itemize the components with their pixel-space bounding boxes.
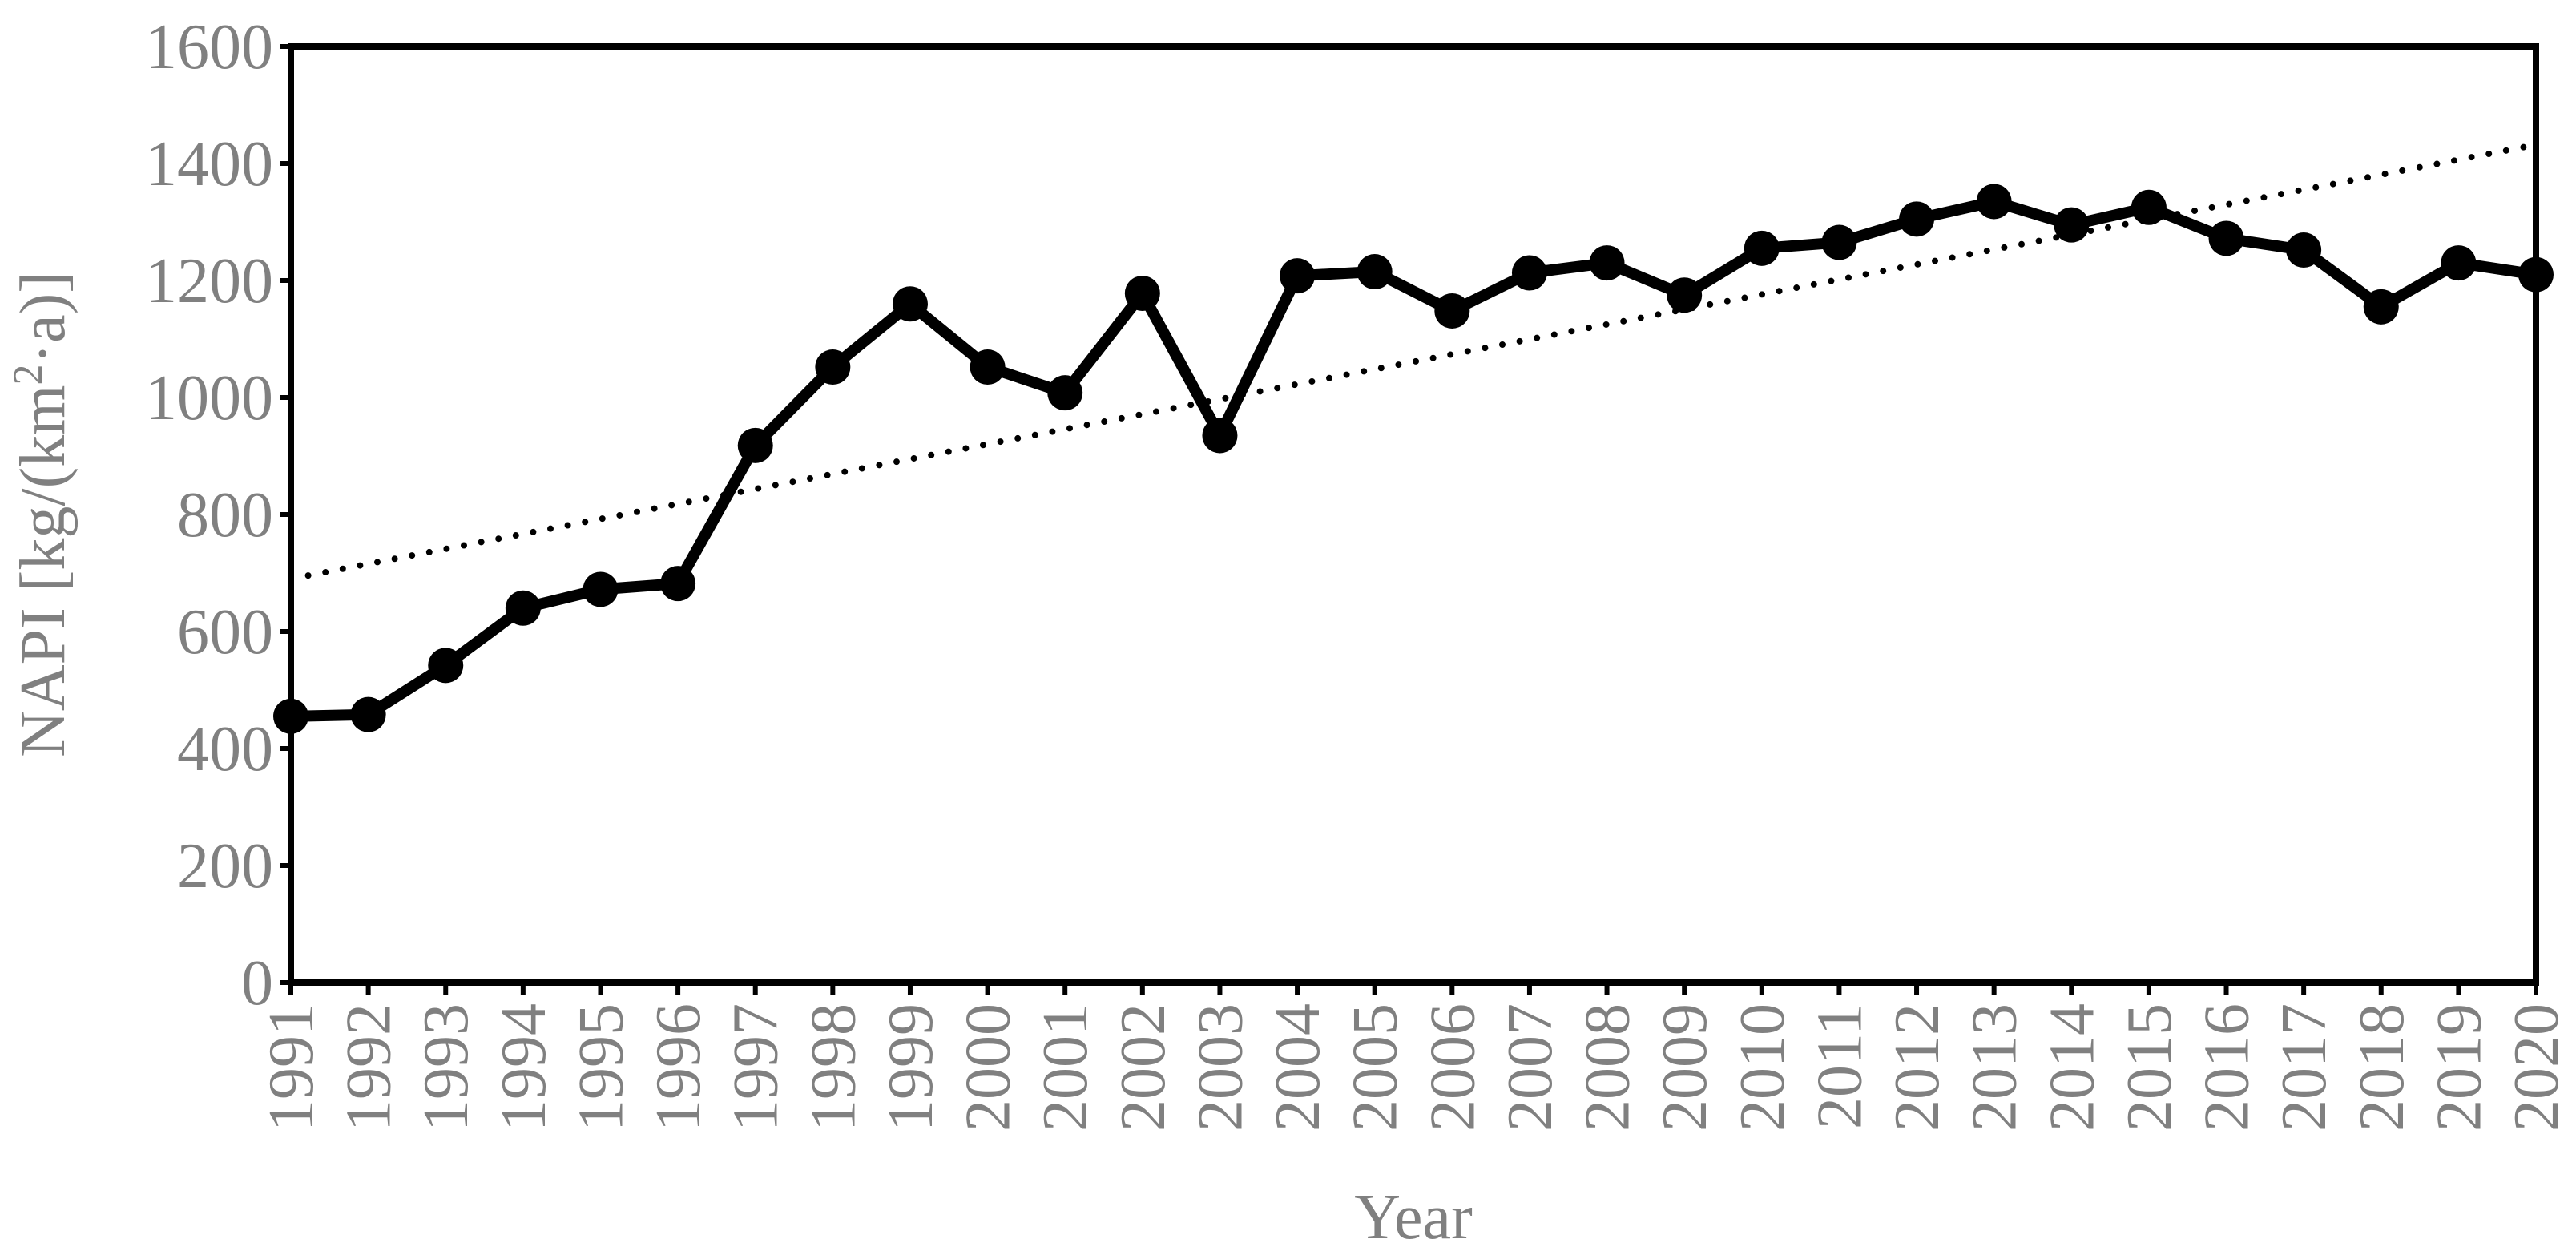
y-tick-label: 0 — [241, 948, 273, 1019]
x-tick-label: 2005 — [1340, 1003, 1411, 1132]
data-point-2011 — [1821, 224, 1857, 260]
x-tick-label: 2019 — [2424, 1003, 2494, 1132]
data-point-2014 — [2054, 207, 2090, 243]
data-point-2017 — [2286, 232, 2322, 268]
x-tick-label: 2016 — [2192, 1003, 2263, 1132]
x-tick-label: 2003 — [1185, 1003, 1256, 1132]
x-tick-label: 2015 — [2114, 1003, 2185, 1132]
x-tick-label: 2002 — [1108, 1003, 1179, 1132]
series-line-0 — [285, 196, 2542, 722]
data-point-2006 — [1434, 293, 1470, 329]
x-tick-label: 1999 — [876, 1003, 946, 1132]
x-tick-label: 1992 — [334, 1003, 405, 1132]
data-point-2002 — [1124, 276, 1160, 312]
y-tick-label: 1400 — [145, 129, 273, 200]
y-tick-label: 600 — [177, 597, 273, 668]
data-point-2016 — [2208, 220, 2244, 256]
data-point-1998 — [815, 349, 851, 385]
data-point-2009 — [1667, 277, 1703, 313]
x-tick-label: 1995 — [566, 1003, 636, 1132]
x-tick-label: 2011 — [1804, 1003, 1875, 1129]
y-axis-title-base: NAPI [kg/(km — [8, 385, 79, 757]
x-tick-label: 2004 — [1263, 1003, 1333, 1132]
data-point-2001 — [1047, 375, 1083, 411]
y-axis-title: NAPI [kg/(km2·a)] — [6, 272, 79, 757]
x-tick-label: 2013 — [1960, 1003, 2030, 1132]
data-point-2008 — [1589, 245, 1625, 281]
x-tick-label: 1991 — [256, 1003, 327, 1132]
x-tick-label: 1994 — [489, 1003, 559, 1132]
x-tick-label: 2008 — [1573, 1003, 1643, 1132]
data-point-2013 — [1976, 184, 2012, 220]
y-tick-label: 800 — [177, 480, 273, 551]
data-point-2012 — [1899, 201, 1935, 237]
x-tick-label: 1996 — [643, 1003, 714, 1132]
data-point-2015 — [2131, 189, 2167, 225]
x-tick-label: 2017 — [2269, 1003, 2340, 1132]
data-point-2005 — [1357, 254, 1393, 290]
data-point-1994 — [505, 590, 541, 626]
y-tick-label: 1000 — [145, 363, 273, 434]
trendline — [288, 141, 2539, 583]
y-tick-label: 1600 — [145, 12, 273, 83]
data-point-1999 — [892, 286, 928, 322]
y-axis-title-tail: ·a)] — [8, 272, 79, 364]
trendline-layer — [288, 141, 2539, 583]
x-tick-label: 2010 — [1727, 1003, 1798, 1132]
data-point-2010 — [1744, 230, 1780, 266]
x-tick-label: 2014 — [2037, 1003, 2107, 1132]
x-tick-label: 2020 — [2501, 1003, 2572, 1132]
data-point-1995 — [583, 571, 619, 607]
y-tick-label: 200 — [177, 831, 273, 902]
data-point-1996 — [660, 566, 696, 602]
x-tick-label: 2018 — [2347, 1003, 2417, 1132]
plot-frame — [288, 43, 2539, 986]
y-axis-title-superscript: 2 — [6, 365, 51, 385]
x-tick-label: 1993 — [411, 1003, 482, 1132]
x-axis-title: Year — [1354, 1182, 1472, 1253]
x-tick-label: 2009 — [1650, 1003, 1720, 1132]
data-point-2004 — [1280, 258, 1316, 294]
data-point-1993 — [428, 648, 464, 684]
data-point-1997 — [737, 427, 773, 463]
series-layer — [273, 184, 2554, 734]
x-tick-label: 1997 — [721, 1003, 792, 1132]
x-tick-label: 2000 — [953, 1003, 1024, 1132]
data-point-2018 — [2363, 289, 2399, 325]
x-tick-label: 2006 — [1417, 1003, 1488, 1132]
data-point-2019 — [2441, 245, 2477, 281]
data-point-2003 — [1202, 418, 1238, 454]
y-tick-label: 1200 — [145, 246, 273, 317]
data-point-2000 — [970, 349, 1006, 385]
data-point-2007 — [1511, 255, 1547, 291]
x-tick-label: 1998 — [798, 1003, 869, 1132]
y-tick-label: 400 — [177, 714, 273, 785]
x-tick-label: 2007 — [1495, 1003, 1566, 1132]
x-tick-label: 2001 — [1030, 1003, 1101, 1132]
data-point-1992 — [350, 696, 386, 732]
x-tick-label: 2012 — [1882, 1003, 1953, 1132]
